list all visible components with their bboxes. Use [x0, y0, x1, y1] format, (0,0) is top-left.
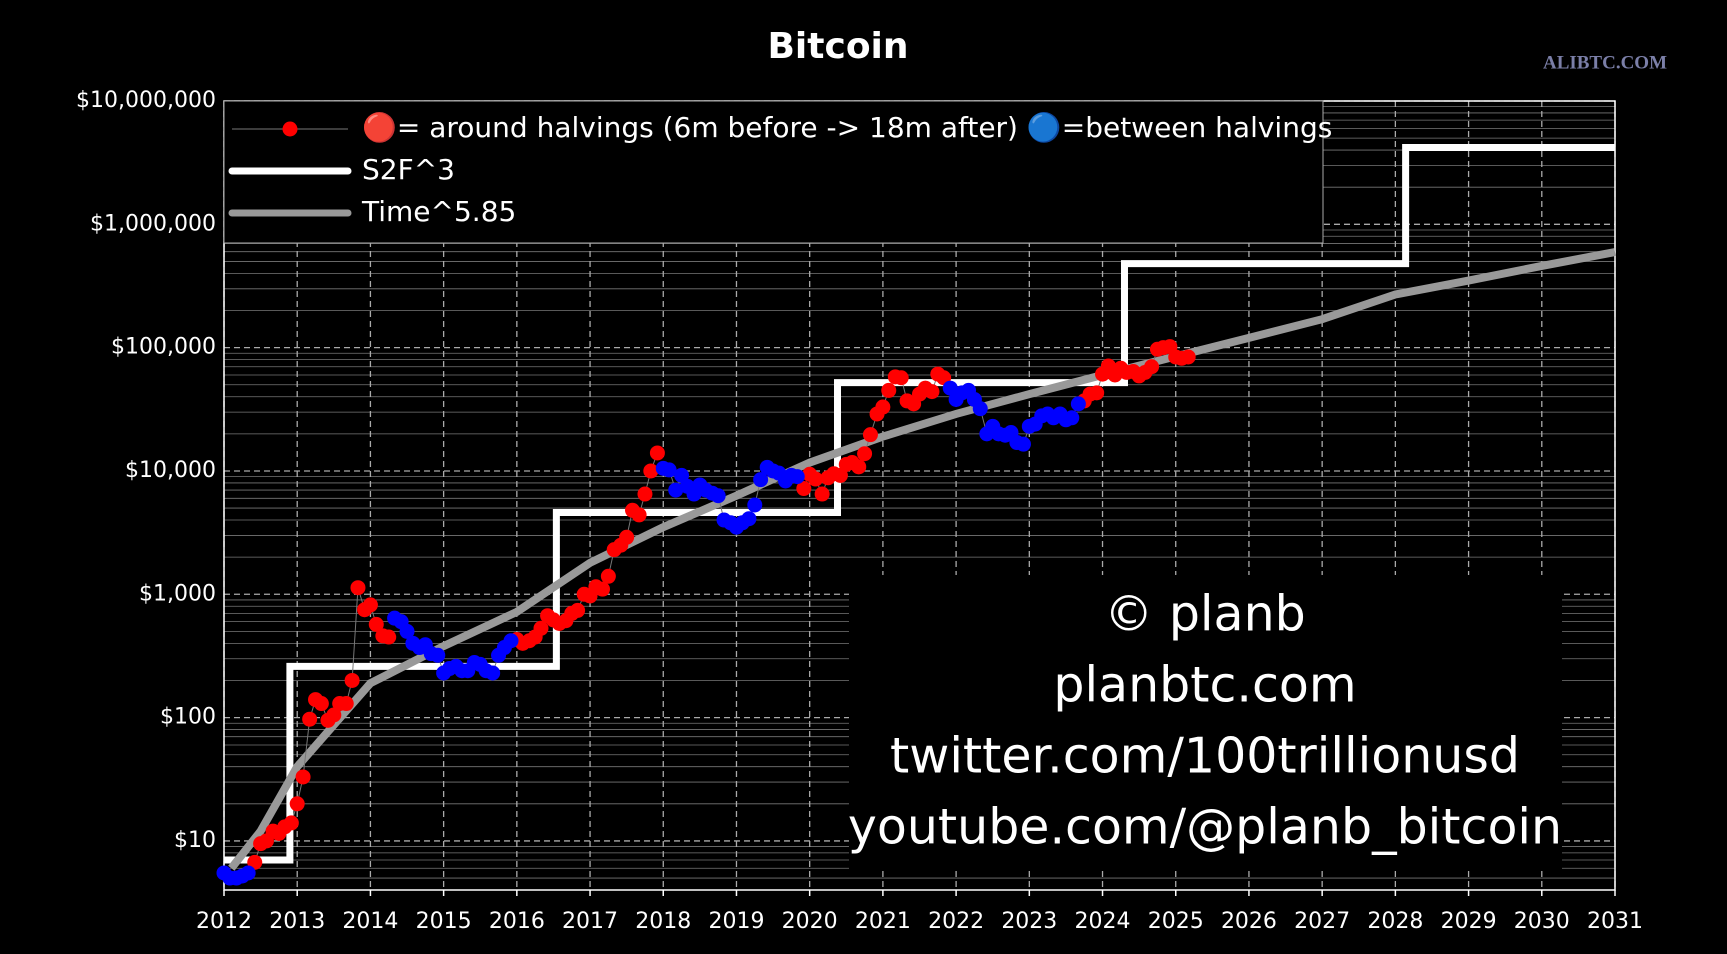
x-tick-label: 2014 [342, 909, 398, 934]
x-tick-label: 2013 [269, 909, 325, 934]
y-tick-label: $1,000,000 [90, 211, 216, 236]
legend-swatch [282, 121, 298, 137]
data-point [289, 796, 305, 812]
plot-area [216, 143, 1616, 886]
data-point [302, 711, 318, 727]
data-point [1070, 396, 1086, 412]
data-point [796, 481, 812, 497]
data-point [851, 459, 867, 475]
data-point [875, 399, 891, 415]
data-point [503, 633, 519, 649]
data-point [350, 580, 366, 596]
data-point [344, 672, 360, 688]
data-point [661, 462, 677, 478]
data-point [240, 865, 256, 881]
x-tick-label: 2018 [635, 909, 691, 934]
data-point [399, 623, 415, 639]
x-tick-label: 2030 [1514, 909, 1570, 934]
data-point [326, 707, 342, 723]
x-tick-label: 2023 [1001, 909, 1057, 934]
data-point [643, 463, 659, 479]
legend-box [223, 100, 1324, 244]
data-point [753, 472, 769, 488]
data-point [368, 616, 384, 632]
data-point [362, 597, 378, 613]
data-point [313, 696, 329, 712]
data-point [594, 581, 610, 597]
watermark: ALIBTC.COM [1543, 52, 1667, 73]
x-tick-label: 2012 [196, 909, 252, 934]
x-tick-label: 2026 [1221, 909, 1277, 934]
data-point [649, 445, 665, 461]
x-tick-label: 2017 [562, 909, 618, 934]
annotation-box: © planb planbtc.com twitter.com/100trillio… [848, 575, 1562, 870]
legend: 🔴= around halvings (6m before -> 18m aft… [223, 100, 1332, 244]
data-point [600, 568, 616, 584]
data-point [741, 511, 757, 527]
x-tick-label: 2027 [1294, 909, 1350, 934]
data-point [338, 696, 354, 712]
data-point [533, 620, 549, 636]
annotation-text: planbtc.com [1053, 657, 1356, 714]
data-point [619, 529, 635, 545]
data-point [1180, 349, 1196, 365]
legend-label: S2F^3 [362, 153, 455, 186]
x-tick-label: 2020 [782, 909, 838, 934]
x-tick-label: 2024 [1075, 909, 1131, 934]
x-tick-label: 2021 [855, 909, 911, 934]
x-tick-label: 2028 [1367, 909, 1423, 934]
data-point [1089, 385, 1105, 401]
y-tick-label: $10,000,000 [76, 88, 216, 113]
x-tick-label: 2031 [1587, 909, 1643, 934]
y-tick-label: $100 [160, 705, 216, 730]
data-point [1015, 436, 1031, 452]
annotation-text: twitter.com/100trillionusd [890, 728, 1520, 785]
data-point [295, 769, 311, 785]
data-point [972, 401, 988, 417]
data-point [485, 665, 501, 681]
data-point [668, 482, 684, 498]
data-point [924, 384, 940, 400]
chart-title: Bitcoin [767, 26, 908, 67]
y-tick-label: $100,000 [111, 335, 216, 360]
data-point [570, 602, 586, 618]
data-point [857, 446, 873, 462]
data-point [381, 629, 397, 645]
y-tick-label: $10 [174, 828, 216, 853]
data-point [881, 382, 897, 398]
data-point [1144, 359, 1160, 375]
annotation-bg [849, 575, 1562, 870]
data-point [1064, 410, 1080, 426]
data-point [893, 370, 909, 386]
data-point [814, 486, 830, 502]
x-tick-label: 2019 [708, 909, 764, 934]
data-point [747, 497, 763, 513]
annotation-text: © planb [1104, 586, 1305, 643]
y-tick-label: $10,000 [125, 458, 216, 483]
y-tick-label: $1,000 [139, 581, 216, 606]
data-point [710, 488, 726, 504]
x-tick-label: 2022 [928, 909, 984, 934]
series-line [228, 248, 1616, 871]
annotation-text: youtube.com/@planb_bitcoin [848, 799, 1562, 856]
data-point [283, 815, 299, 831]
x-tick-label: 2029 [1441, 909, 1497, 934]
data-point [942, 380, 958, 396]
data-point [832, 467, 848, 483]
data-point [430, 647, 446, 663]
series-line [224, 143, 1615, 864]
data-point [808, 471, 824, 487]
data-point [862, 427, 878, 443]
data-point [637, 486, 653, 502]
x-tick-label: 2025 [1148, 909, 1204, 934]
data-point [789, 469, 805, 485]
data-point [631, 507, 647, 523]
legend-label: 🔴= around halvings (6m before -> 18m aft… [362, 111, 1332, 144]
legend-label: Time^5.85 [361, 195, 516, 228]
x-tick-label: 2015 [416, 909, 472, 934]
x-tick-label: 2016 [489, 909, 545, 934]
